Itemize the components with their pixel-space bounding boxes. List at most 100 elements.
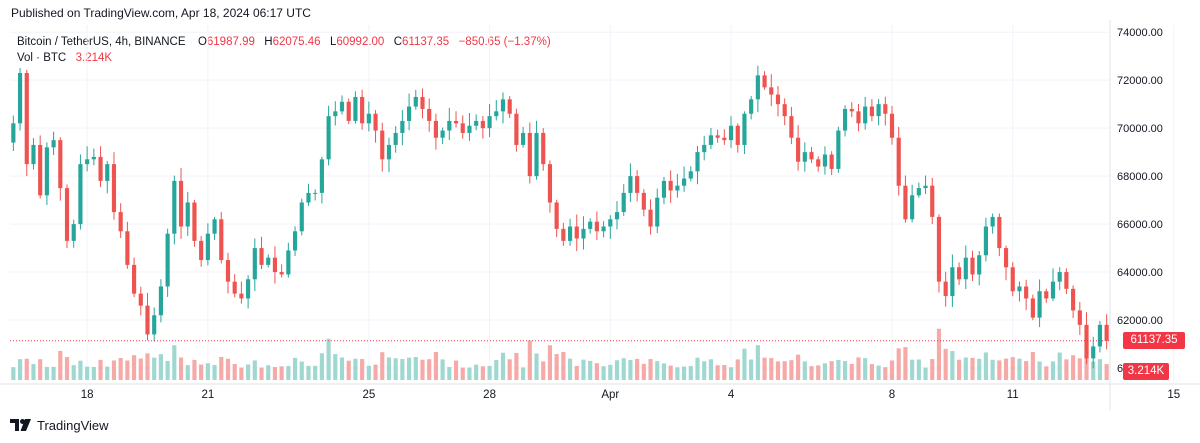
y-tick-label: 66000.00 xyxy=(1117,219,1163,231)
candle-body xyxy=(17,72,23,124)
published-note: Published on TradingView.com, Apr 18, 20… xyxy=(11,6,311,20)
candle-body xyxy=(923,185,928,189)
low-value: 60992.00 xyxy=(336,36,385,48)
candle-body xyxy=(118,212,123,232)
tradingview-logo[interactable]: TradingView xyxy=(10,417,109,433)
candle-body xyxy=(212,219,217,234)
volume-bar xyxy=(541,361,546,380)
candle-body xyxy=(527,132,532,177)
candle-body xyxy=(360,96,365,124)
volume-bar xyxy=(440,359,445,380)
volume-bar xyxy=(1091,361,1096,380)
volume-bar xyxy=(521,367,526,380)
volume-bar xyxy=(192,359,197,380)
volume-bar xyxy=(990,359,995,380)
volume-bar xyxy=(1030,351,1035,380)
candle-body xyxy=(205,233,210,261)
volume-bar xyxy=(138,358,143,380)
volume-bar xyxy=(407,357,412,380)
candle-body xyxy=(400,120,405,133)
volume-label[interactable]: Vol · BTC xyxy=(17,52,67,64)
candle-body xyxy=(749,99,754,114)
volume-bar xyxy=(118,358,123,380)
tradingview-logo-icon xyxy=(10,419,31,431)
volume-bar xyxy=(876,365,881,380)
candle-body xyxy=(594,221,599,232)
candle-body xyxy=(319,159,324,193)
candle-body xyxy=(299,202,304,232)
candle-body xyxy=(407,106,412,121)
tradingview-brand: TradingView xyxy=(37,417,109,433)
candle-body xyxy=(185,202,190,227)
candle-body xyxy=(1024,286,1029,299)
volume-bar xyxy=(51,366,56,380)
candle-body xyxy=(742,113,747,145)
candle-body xyxy=(796,137,801,162)
y-tick-label: 70000.00 xyxy=(1117,123,1163,135)
candle-body xyxy=(286,250,291,275)
candle-body xyxy=(98,156,103,181)
x-tick-label: 18 xyxy=(81,389,94,401)
volume-bar xyxy=(1057,352,1062,380)
symbol-name[interactable]: Bitcoin / TetherUS, 4h, BINANCE xyxy=(17,36,186,48)
y-tick-label: 72000.00 xyxy=(1117,75,1163,87)
volume-bar xyxy=(172,345,177,380)
volume-bar xyxy=(386,357,392,380)
volume-bar xyxy=(480,366,485,380)
candle-body xyxy=(930,185,935,217)
volume-bar xyxy=(930,358,935,380)
candle-body xyxy=(541,132,546,165)
candle-body xyxy=(728,125,734,141)
volume-bar xyxy=(802,361,807,380)
volume-bar xyxy=(695,357,700,380)
volume-bar xyxy=(762,357,767,380)
volume-bar xyxy=(863,358,868,380)
candle-body xyxy=(1057,272,1062,282)
candle-body xyxy=(199,240,204,261)
volume-bar xyxy=(963,357,968,380)
volume-bar xyxy=(199,364,204,380)
candle-body xyxy=(789,116,794,138)
volume-bar xyxy=(494,359,499,380)
volume-bar xyxy=(111,360,117,380)
x-tick-label: Apr xyxy=(601,389,619,401)
candle-body xyxy=(849,108,854,112)
high-label: H xyxy=(264,36,273,48)
candle-body xyxy=(856,111,861,124)
volume-bar xyxy=(158,354,163,380)
candle-body xyxy=(38,144,43,196)
candle-body xyxy=(1084,324,1089,359)
volume-bar xyxy=(64,357,70,380)
volume-bar xyxy=(279,366,284,380)
volume-bar xyxy=(319,353,324,380)
candle-body xyxy=(413,96,418,107)
y-tick-label: 64000.00 xyxy=(1117,267,1163,279)
volume-bar xyxy=(219,356,224,380)
candle-body xyxy=(172,180,177,234)
volume-bar xyxy=(460,367,465,380)
volume-bar xyxy=(675,367,680,380)
candle-body xyxy=(635,176,640,193)
candle-body xyxy=(11,123,16,143)
volume-legend: Vol · BTC 3.214K xyxy=(17,52,112,64)
volume-bar xyxy=(527,340,532,380)
last-volume-badge: 3.214K xyxy=(1123,363,1169,380)
volume-bar xyxy=(722,364,727,380)
candle-body xyxy=(822,154,828,167)
volume-bar xyxy=(339,357,345,380)
open-label: O xyxy=(197,36,207,48)
volume-bar xyxy=(373,364,378,380)
volume-bar xyxy=(997,360,1002,380)
candle-body xyxy=(339,101,345,112)
candle-body xyxy=(1104,324,1109,341)
volume-bar xyxy=(910,359,915,380)
volume-bar xyxy=(507,359,512,380)
volume-bar xyxy=(71,365,76,380)
candle-body xyxy=(695,152,700,172)
candle-body xyxy=(494,111,499,117)
volume-bar xyxy=(487,365,492,380)
volume-bar xyxy=(246,364,251,380)
volume-bar xyxy=(601,366,606,380)
candle-body xyxy=(829,154,834,169)
